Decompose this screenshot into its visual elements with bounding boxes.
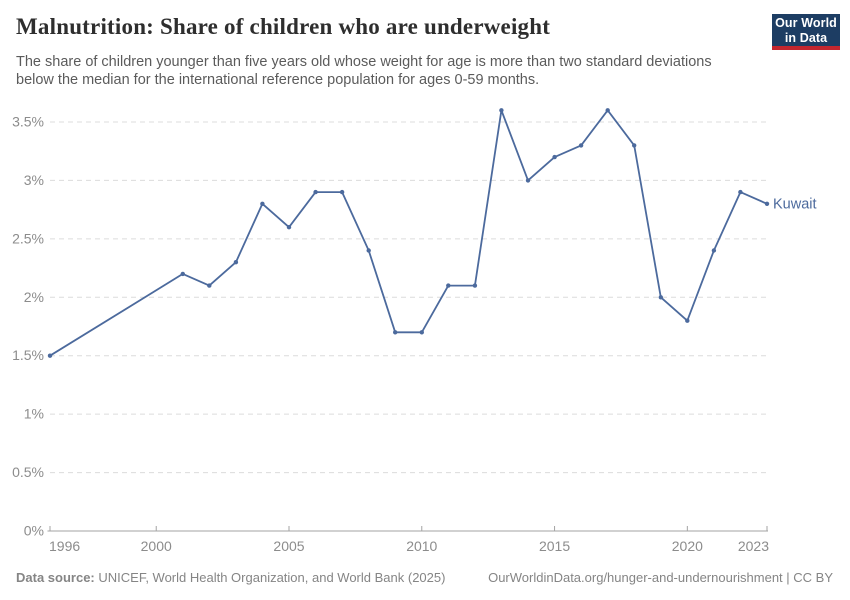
data-point[interactable] — [578, 143, 584, 148]
y-tick-label: 3.5% — [12, 114, 44, 130]
y-tick-label: 1.5% — [12, 347, 44, 363]
data-point[interactable] — [764, 201, 770, 206]
series-line[interactable] — [49, 109, 768, 357]
data-source-label: Data source: — [16, 570, 95, 585]
data-point[interactable] — [313, 189, 318, 195]
data-point[interactable] — [632, 143, 637, 148]
page-subtitle: The share of children younger than five … — [16, 54, 712, 88]
data-point[interactable] — [339, 189, 345, 195]
data-point[interactable] — [446, 283, 451, 288]
y-tick-label: 0.5% — [12, 464, 44, 480]
data-source-text: UNICEF, World Health Organization, and W… — [98, 570, 446, 585]
owid-logo-line2: in Data — [784, 30, 828, 45]
data-point[interactable] — [605, 108, 610, 113]
data-point[interactable] — [685, 318, 690, 323]
data-point[interactable] — [499, 108, 504, 113]
data-point[interactable] — [180, 271, 185, 277]
x-tick-label: 2010 — [406, 538, 437, 554]
attribution-link[interactable]: OurWorldinData.org/hunger-and-undernouri… — [488, 570, 833, 585]
owid-logo-line1: Our World — [775, 16, 837, 30]
data-point[interactable] — [47, 353, 53, 358]
series-label[interactable]: Kuwait — [773, 196, 817, 212]
data-point[interactable] — [419, 330, 424, 335]
data-point[interactable] — [658, 295, 663, 300]
data-source-note: Data source: UNICEF, World Health Organi… — [16, 570, 445, 585]
x-tick-label: 1996 — [49, 538, 80, 554]
x-tick-label: 2000 — [141, 538, 172, 554]
data-point[interactable] — [286, 225, 292, 230]
owid-logo[interactable]: Our World in Data — [772, 14, 840, 50]
data-point[interactable] — [525, 178, 531, 183]
x-tick-label: 2023 — [738, 538, 769, 554]
data-point[interactable] — [552, 154, 557, 160]
page-title: Malnutrition: Share of children who are … — [16, 14, 551, 39]
x-tick-label: 2020 — [672, 538, 703, 554]
y-tick-label: 2% — [24, 289, 44, 305]
y-tick-label: 3% — [24, 172, 44, 188]
y-tick-label: 1% — [24, 406, 44, 422]
y-tick-label: 0% — [24, 523, 44, 539]
y-tick-label: 2.5% — [12, 230, 44, 246]
data-point[interactable] — [207, 283, 212, 288]
data-point[interactable] — [393, 330, 398, 335]
data-point[interactable] — [260, 201, 265, 206]
data-point[interactable] — [711, 248, 717, 253]
data-point[interactable] — [233, 260, 239, 265]
x-tick-label: 2015 — [539, 538, 570, 554]
data-point[interactable] — [738, 189, 743, 195]
x-tick-label: 2005 — [273, 538, 304, 554]
data-point[interactable] — [366, 248, 371, 253]
data-point[interactable] — [472, 283, 478, 288]
